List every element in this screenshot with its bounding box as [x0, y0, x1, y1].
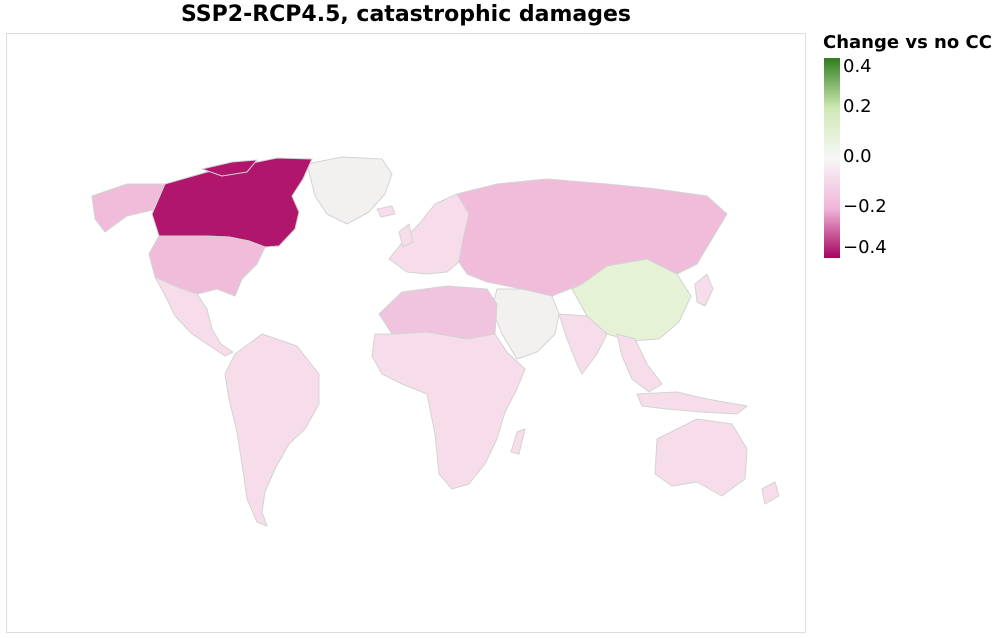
region-mexico — [154, 276, 234, 357]
region-arctic-islands — [201, 159, 258, 177]
region-iceland — [376, 205, 396, 218]
legend-color-bar — [824, 58, 840, 258]
region-africa — [371, 331, 526, 490]
map-title: SSP2-RCP4.5, catastrophic damages — [180, 2, 632, 27]
region-madagascar — [510, 428, 526, 455]
region-new-zealand — [761, 481, 780, 505]
legend-tick-label: −0.4 — [843, 237, 887, 258]
region-middle-east — [491, 288, 560, 360]
region-alaska — [91, 183, 168, 233]
region-greenland — [306, 156, 393, 225]
world-map — [91, 156, 780, 527]
region-india — [558, 313, 608, 375]
legend-tick-label: 0.2 — [843, 96, 872, 117]
region-north-africa — [378, 285, 498, 340]
region-australia — [654, 418, 748, 497]
legend-tick-label: 0.0 — [843, 146, 872, 167]
region-indonesia — [636, 391, 748, 415]
legend-title: Change vs no CC — [823, 32, 992, 53]
region-uk — [398, 223, 414, 248]
legend-tick-label: 0.4 — [843, 56, 872, 77]
region-southeast-asia — [616, 333, 663, 393]
region-south-america — [224, 333, 320, 527]
legend-tick-label: −0.2 — [843, 196, 887, 217]
region-japan — [694, 273, 714, 307]
map-frame — [6, 33, 806, 633]
